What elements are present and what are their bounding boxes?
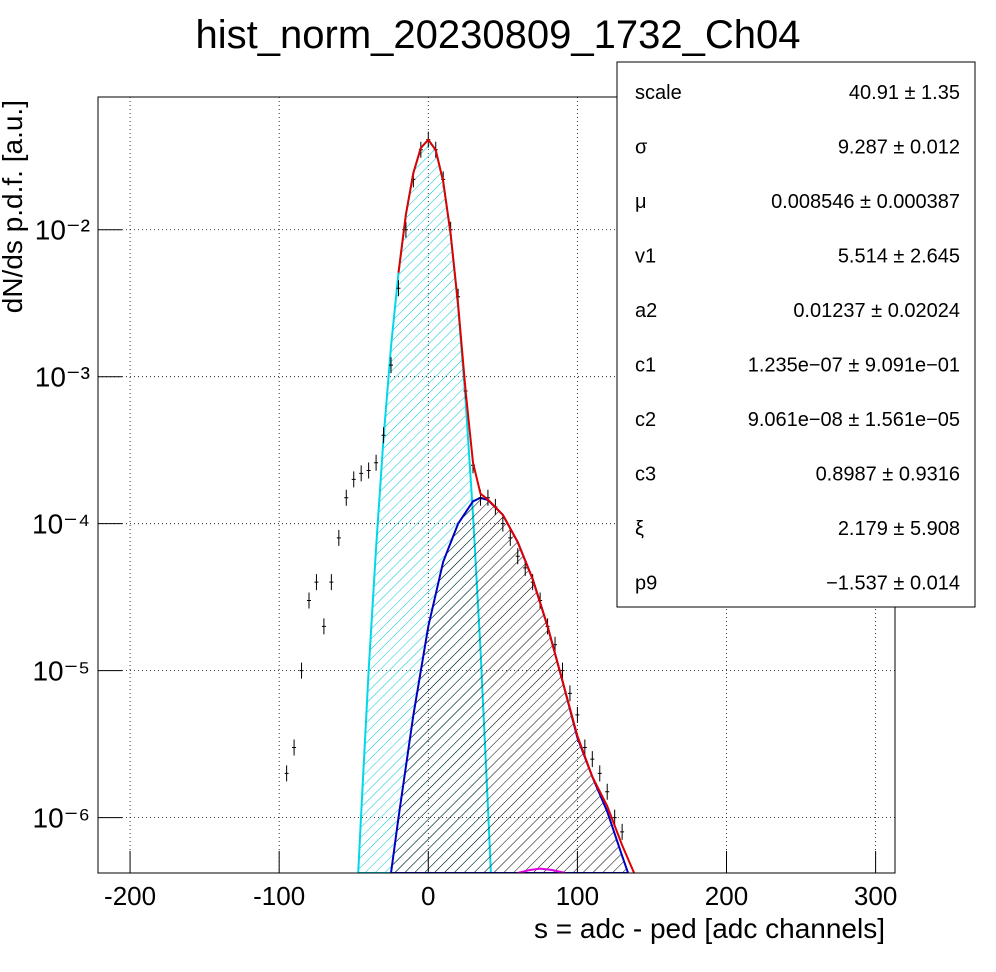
stat-value: −1.537 ± 0.014 — [826, 573, 960, 595]
y-tick-label: 10⁻³ — [35, 362, 90, 393]
chart-title: hist_norm_20230809_1732_Ch04 — [196, 13, 801, 57]
y-tick-label: 10⁻² — [35, 215, 90, 246]
data-point — [381, 427, 386, 444]
curve — [397, 138, 636, 873]
data-point — [396, 280, 401, 297]
stat-name: ξ — [635, 518, 644, 540]
y-tick-label: 10⁻⁶ — [33, 803, 90, 834]
y-tick-label: 10⁻⁵ — [32, 656, 90, 687]
stat-name: c3 — [635, 464, 656, 486]
stat-value: 0.008546 ± 0.000387 — [771, 191, 960, 213]
x-tick-label: 300 — [854, 881, 897, 911]
data-point — [284, 765, 289, 782]
x-tick-label: 200 — [705, 881, 748, 911]
data-point — [359, 465, 364, 482]
stat-name: c1 — [635, 355, 656, 377]
data-point — [515, 548, 520, 565]
data-point — [351, 471, 356, 488]
data-point — [374, 454, 379, 471]
data-point — [336, 529, 341, 546]
data-point — [500, 515, 505, 532]
stat-name: p9 — [635, 573, 657, 595]
stat-name: μ — [635, 191, 647, 213]
stat-value: 5.514 ± 2.645 — [838, 246, 960, 268]
stat-value: 9.287 ± 0.012 — [838, 137, 960, 159]
stat-value: 0.01237 ± 0.02024 — [793, 300, 960, 322]
stat-value: 0.8987 ± 0.9316 — [816, 464, 960, 486]
y-axis-title: dN/ds p.d.f. [a.u.] — [0, 100, 28, 313]
stat-value: 2.179 ± 5.908 — [838, 518, 960, 540]
data-point — [389, 357, 394, 374]
data-point — [597, 765, 602, 782]
x-tick-label: 0 — [421, 881, 435, 911]
x-axis-title: s = adc - ped [adc channels] — [534, 913, 885, 944]
data-point — [605, 783, 610, 800]
data-point — [582, 739, 587, 756]
stats: scale 40.91 ± 1.35 σ 9.287 ± 0.012 μ 0.008546… — [635, 82, 960, 595]
stat-name: scale — [635, 82, 682, 104]
x-tick-label: 100 — [556, 881, 599, 911]
stat-value: 1.235e−07 ± 9.091e−01 — [748, 355, 960, 377]
stat-name: v1 — [635, 246, 656, 268]
stat-name: c2 — [635, 409, 656, 431]
data-point — [299, 662, 304, 679]
data-point — [306, 592, 311, 609]
data-point — [366, 462, 371, 479]
data-point — [344, 489, 349, 506]
plot-area — [98, 97, 895, 873]
stat-value: 40.91 ± 1.35 — [849, 82, 960, 104]
data-point — [329, 574, 334, 591]
stats-box — [616, 61, 976, 608]
data-point — [321, 618, 326, 635]
data-point — [508, 529, 513, 546]
stat-name: σ — [635, 137, 648, 159]
stat-name: a2 — [635, 300, 657, 322]
data-point — [575, 706, 580, 723]
data-point — [314, 574, 319, 591]
data-point — [590, 751, 595, 768]
x-tick-label: -200 — [104, 881, 156, 911]
curve — [517, 867, 566, 873]
data-point — [567, 685, 572, 702]
data-point — [292, 739, 297, 756]
data-point — [560, 662, 565, 679]
y-tick-label: 10⁻⁴ — [32, 509, 90, 540]
x-tick-label: -100 — [253, 881, 305, 911]
data-point — [620, 823, 625, 840]
stat-value: 9.061e−08 ± 1.561e−05 — [748, 409, 960, 431]
